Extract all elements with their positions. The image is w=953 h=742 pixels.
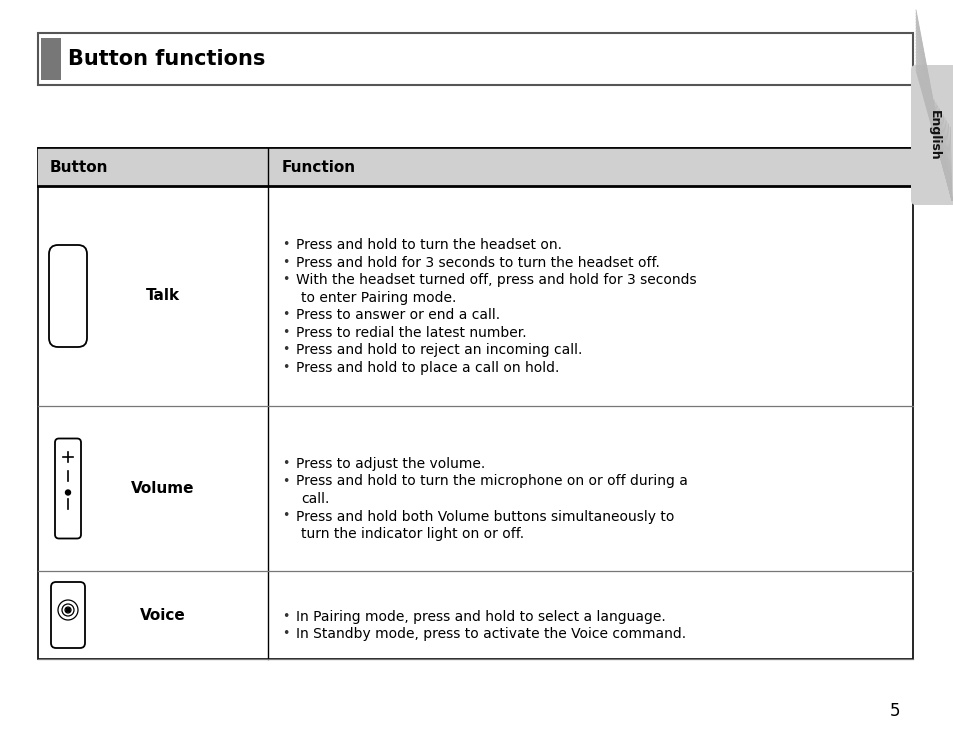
Text: •: • <box>282 610 289 623</box>
Text: Press and hold to turn the microphone on or off during a: Press and hold to turn the microphone on… <box>295 474 687 488</box>
Text: Function: Function <box>282 160 355 174</box>
Bar <box>38 148 912 659</box>
Text: Button: Button <box>50 160 109 174</box>
Text: Press to redial the latest number.: Press to redial the latest number. <box>295 326 526 340</box>
Text: Press and hold both Volume buttons simultaneously to: Press and hold both Volume buttons simul… <box>295 510 674 524</box>
Circle shape <box>66 490 71 495</box>
Text: •: • <box>282 256 289 269</box>
Text: With the headset turned off, press and hold for 3 seconds: With the headset turned off, press and h… <box>295 273 696 287</box>
Text: Press and hold to turn the headset on.: Press and hold to turn the headset on. <box>295 238 561 252</box>
Text: •: • <box>282 457 289 470</box>
Text: Talk: Talk <box>146 289 180 303</box>
Text: •: • <box>282 361 289 374</box>
Text: •: • <box>282 238 289 252</box>
Text: •: • <box>282 474 289 487</box>
Text: Voice: Voice <box>140 608 186 623</box>
Text: In Standby mode, press to activate the Voice command.: In Standby mode, press to activate the V… <box>295 627 685 641</box>
Text: In Pairing mode, press and hold to select a language.: In Pairing mode, press and hold to selec… <box>295 610 665 624</box>
Bar <box>41 38 61 80</box>
Text: •: • <box>282 326 289 339</box>
FancyBboxPatch shape <box>910 65 953 205</box>
Text: Press to answer or end a call.: Press to answer or end a call. <box>295 308 499 322</box>
Text: English: English <box>926 110 940 160</box>
Text: •: • <box>282 344 289 356</box>
Text: •: • <box>282 308 289 321</box>
FancyBboxPatch shape <box>51 582 85 648</box>
Text: to enter Pairing mode.: to enter Pairing mode. <box>301 291 456 305</box>
Text: Press and hold to place a call on hold.: Press and hold to place a call on hold. <box>295 361 558 375</box>
Bar <box>38 148 912 186</box>
Text: •: • <box>282 510 289 522</box>
Text: Volume: Volume <box>132 481 194 496</box>
Text: turn the indicator light on or off.: turn the indicator light on or off. <box>301 527 523 541</box>
Circle shape <box>66 608 70 612</box>
Text: Press to adjust the volume.: Press to adjust the volume. <box>295 457 485 471</box>
Text: 5: 5 <box>888 702 899 720</box>
FancyBboxPatch shape <box>55 439 81 539</box>
Text: •: • <box>282 627 289 640</box>
Text: Press and hold for 3 seconds to turn the headset off.: Press and hold for 3 seconds to turn the… <box>295 256 659 270</box>
Bar <box>38 33 912 85</box>
Text: call.: call. <box>301 492 329 506</box>
Text: •: • <box>282 273 289 286</box>
FancyBboxPatch shape <box>49 245 87 347</box>
Text: Press and hold to reject an incoming call.: Press and hold to reject an incoming cal… <box>295 344 581 357</box>
Text: Button functions: Button functions <box>68 49 265 69</box>
